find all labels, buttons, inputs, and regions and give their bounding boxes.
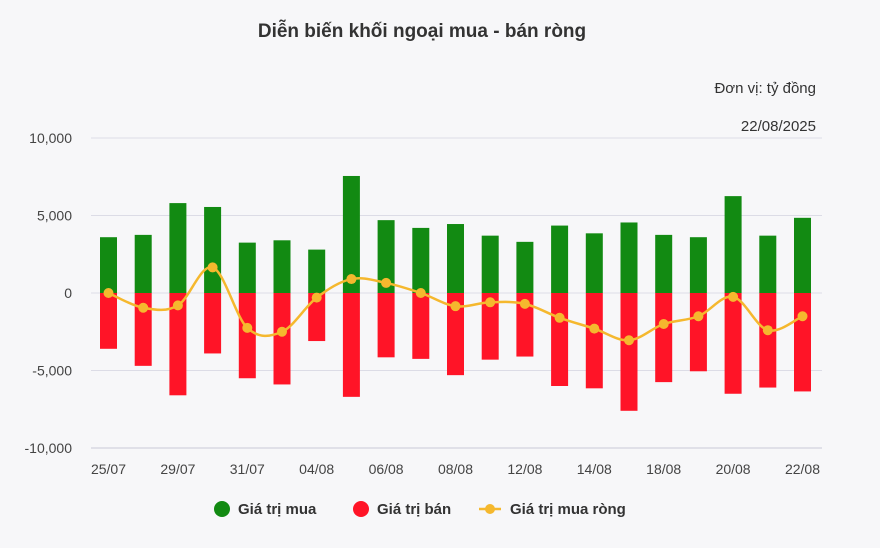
legend-dot-marker — [214, 501, 230, 517]
sell-bar — [447, 293, 464, 376]
sell-bar — [169, 293, 187, 396]
net-point — [519, 298, 530, 309]
x-tick-label: 18/08 — [646, 461, 681, 477]
buy-bar — [134, 234, 152, 293]
unit-label: Đơn vị: tỷ đồng — [714, 80, 816, 97]
x-tick-label: 06/08 — [369, 461, 404, 477]
net-point — [242, 322, 253, 333]
sell-bar — [204, 293, 222, 354]
x-tick-label: 14/08 — [577, 461, 612, 477]
legend-item[interactable]: Giá trị mua — [214, 501, 317, 518]
net-point — [311, 292, 322, 303]
legend-item[interactable]: Giá trị mua ròng — [479, 501, 626, 518]
y-tick-label: 0 — [64, 285, 72, 301]
net-point — [693, 311, 704, 322]
y-tick-label: -5,000 — [32, 363, 72, 379]
net-point — [172, 300, 183, 311]
buy-bar — [273, 240, 291, 293]
sell-bar — [134, 293, 152, 366]
net-point — [103, 288, 114, 298]
date-label: 22/08/2025 — [741, 118, 816, 135]
sell-bar — [724, 293, 742, 394]
buy-bar — [794, 217, 811, 293]
buy-bar — [551, 225, 569, 293]
buy-bar — [689, 237, 707, 293]
buy-bar — [377, 220, 395, 293]
x-tick-label: 31/07 — [230, 461, 265, 477]
chart-title: Diễn biến khối ngoại mua - bán ròng — [258, 20, 586, 42]
legend-item[interactable]: Giá trị bán — [353, 501, 451, 518]
x-axis: 25/07 29/07 31/07 04/08 06/08 08/08 12/08 14/08… — [91, 447, 822, 477]
sell-bar — [100, 293, 117, 349]
sell-bar — [689, 293, 707, 372]
net-point — [485, 297, 496, 308]
buy-bar — [308, 249, 326, 293]
buy-bar — [238, 242, 256, 293]
sell-bar — [759, 293, 777, 388]
buy-bar — [412, 227, 430, 293]
x-tick-label: 04/08 — [299, 461, 334, 477]
x-tick-label: 08/08 — [438, 461, 473, 477]
sell-bar — [585, 293, 603, 389]
sell-bar — [794, 293, 811, 392]
buy-bar — [655, 234, 673, 293]
net-point — [658, 319, 669, 329]
buy-bar — [169, 203, 187, 293]
sell-bar — [655, 293, 673, 383]
net-point — [624, 335, 634, 346]
y-axis: 10,000 5,000 0 -5,000 -10,000 — [25, 130, 73, 456]
y-tick-label: 10,000 — [29, 130, 72, 146]
legend-label: Giá trị mua — [238, 501, 317, 518]
buy-bar — [481, 235, 499, 293]
sell-bar — [308, 293, 326, 342]
legend-dot-marker — [353, 501, 369, 517]
legend-label: Giá trị bán — [377, 501, 451, 518]
buy-bar — [620, 222, 638, 293]
net-point — [762, 325, 773, 336]
net-point — [138, 302, 149, 313]
buy-bar — [342, 175, 360, 293]
net-point — [797, 311, 808, 322]
net-line-series — [103, 262, 808, 346]
y-tick-label: -10,000 — [25, 440, 73, 456]
net-point — [207, 262, 218, 273]
net-point — [381, 277, 392, 288]
legend-label: Giá trị mua ròng — [510, 501, 626, 518]
net-point — [728, 291, 739, 302]
sell-bar — [412, 293, 430, 359]
x-tick-label: 25/07 — [91, 461, 126, 477]
buy-bar — [204, 206, 222, 293]
buy-bar — [447, 224, 464, 293]
x-tick-label: 20/08 — [716, 461, 751, 477]
sell-bar — [273, 293, 291, 385]
sell-bar — [551, 293, 569, 386]
sell-bar — [238, 293, 256, 379]
net-point — [415, 288, 426, 298]
buy-bar — [759, 235, 777, 293]
buy-bar — [100, 237, 117, 293]
x-tick-label: 22/08 — [785, 461, 820, 477]
y-tick-label: 5,000 — [37, 208, 72, 224]
net-point — [450, 301, 461, 312]
x-tick-label: 12/08 — [507, 461, 542, 477]
buy-bar — [585, 233, 603, 293]
legend: Giá trị mua Giá trị bán Giá trị mua ròng — [214, 501, 626, 518]
net-point — [277, 326, 287, 337]
net-point — [346, 274, 357, 285]
net-point — [589, 323, 600, 334]
sell-bar — [620, 293, 638, 411]
sell-bar — [516, 293, 534, 357]
buy-bar — [516, 241, 534, 293]
x-tick-label: 29/07 — [160, 461, 195, 477]
sell-bar — [342, 293, 360, 397]
legend-dot-marker — [485, 504, 495, 514]
net-point — [554, 312, 565, 323]
sell-bar — [377, 293, 395, 358]
sell-bar — [481, 293, 499, 360]
buy-bar — [724, 196, 742, 293]
